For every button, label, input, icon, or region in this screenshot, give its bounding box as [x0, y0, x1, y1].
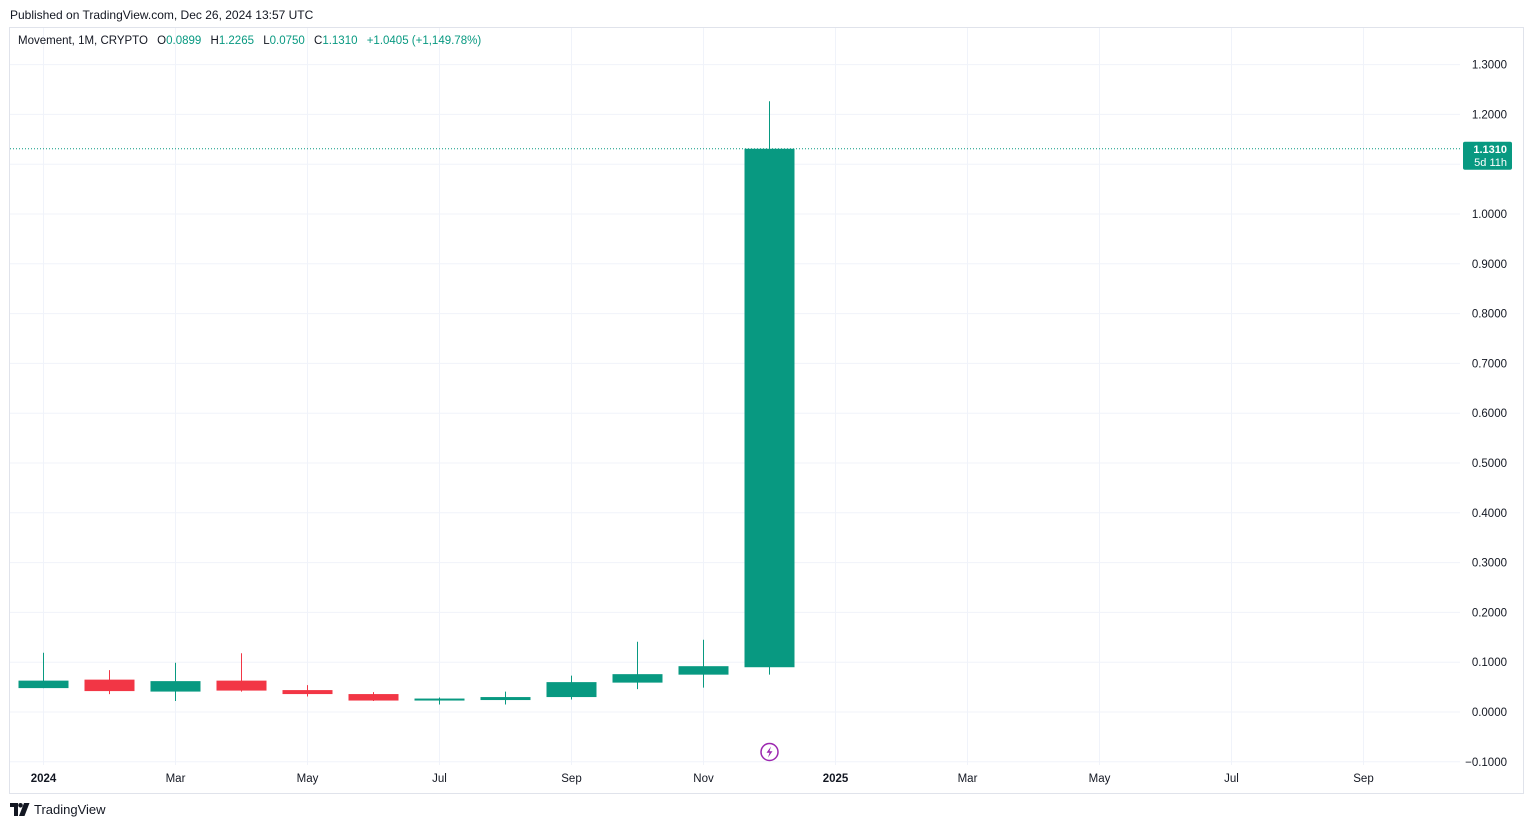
brand-label: TradingView — [34, 802, 106, 817]
candle-body — [84, 679, 135, 692]
candle[interactable] — [150, 662, 201, 702]
y-tick-label: 1.0000 — [1472, 209, 1507, 221]
y-tick-label: 0.9000 — [1472, 259, 1507, 271]
grid-lines — [10, 28, 1460, 765]
candle[interactable] — [744, 101, 795, 675]
open-key: O — [157, 35, 167, 47]
candle[interactable] — [678, 639, 729, 688]
candle[interactable] — [612, 641, 663, 690]
y-tick-label: 0.5000 — [1472, 458, 1507, 470]
x-tick-label: Mar — [166, 773, 186, 785]
candle-body — [480, 697, 531, 701]
candle-body — [348, 694, 399, 701]
candle-body — [612, 674, 663, 683]
open-value: 0.0899 — [166, 35, 202, 47]
x-tick-label: Mar — [958, 773, 978, 785]
y-tick-label: 0.4000 — [1472, 508, 1507, 520]
event-marker[interactable] — [760, 742, 779, 762]
last-price-label: 1.1310 — [1473, 144, 1507, 156]
y-tick-label: 0.1000 — [1472, 657, 1507, 669]
symbol-label[interactable]: Movement, 1M, CRYPTO — [18, 35, 148, 47]
y-tick-label: 0.0000 — [1472, 707, 1507, 719]
candle[interactable] — [480, 691, 531, 705]
candle[interactable] — [18, 652, 69, 689]
y-tick-label: 1.2000 — [1472, 109, 1507, 121]
candle[interactable] — [282, 685, 333, 697]
candle[interactable] — [414, 697, 465, 705]
last-price-badge-bg — [1463, 141, 1512, 170]
tradingview-brand[interactable]: TradingView — [10, 802, 106, 817]
candle-body — [216, 680, 267, 691]
x-tick-label: Jul — [1224, 773, 1239, 785]
high-key: H — [210, 35, 219, 47]
chart-frame — [9, 27, 1524, 794]
candle[interactable] — [216, 653, 267, 692]
x-tick-label: 2024 — [31, 773, 57, 785]
close-value: 1.1310 — [322, 35, 358, 47]
close-key: C — [314, 35, 323, 47]
ohlc-legend: Movement, 1M, CRYPTO O0.0899 H1.2265 L0.… — [18, 35, 481, 47]
time-axis: 2024 Mar May Jul Sep Nov 2025 Mar May Jul Sep — [31, 773, 1374, 785]
low-key: L — [263, 35, 270, 47]
y-tick-label: 0.6000 — [1472, 408, 1507, 420]
x-tick-label: Nov — [693, 773, 714, 785]
candle-body — [18, 680, 69, 689]
change-value: +1.0405 (+1,149.78%) — [366, 35, 482, 47]
x-tick-label: Jul — [432, 773, 447, 785]
last-price-badge: 1.1310 5d 11h — [1463, 141, 1512, 170]
y-tick-label: 1.3000 — [1472, 60, 1507, 72]
lightning-icon — [766, 746, 773, 758]
candle-body — [678, 666, 729, 675]
candles — [18, 101, 795, 705]
candle-body — [282, 690, 333, 695]
high-value: 1.2265 — [218, 35, 254, 47]
x-tick-label: May — [297, 773, 319, 785]
candle[interactable] — [546, 675, 597, 700]
y-tick-label: 0.8000 — [1472, 309, 1507, 321]
candle-body — [744, 148, 795, 668]
candle-body — [150, 681, 201, 692]
published-note: Published on TradingView.com, Dec 26, 20… — [10, 8, 314, 22]
candle[interactable] — [84, 670, 135, 695]
y-tick-label: 0.7000 — [1472, 358, 1507, 370]
candle[interactable] — [348, 692, 399, 702]
y-tick-label: 0.3000 — [1472, 558, 1507, 570]
x-tick-label: 2025 — [823, 773, 849, 785]
y-tick-label: −0.1000 — [1465, 757, 1507, 769]
countdown-label: 5d 11h — [1474, 157, 1507, 169]
y-tick-label: 0.2000 — [1472, 607, 1507, 619]
low-value: 0.0750 — [269, 35, 305, 47]
candle-body — [414, 698, 465, 701]
tradingview-logo-icon — [10, 803, 30, 816]
candle-body — [546, 682, 597, 698]
x-tick-label: May — [1089, 773, 1111, 785]
x-tick-label: Sep — [561, 773, 581, 785]
x-tick-label: Sep — [1353, 773, 1373, 785]
